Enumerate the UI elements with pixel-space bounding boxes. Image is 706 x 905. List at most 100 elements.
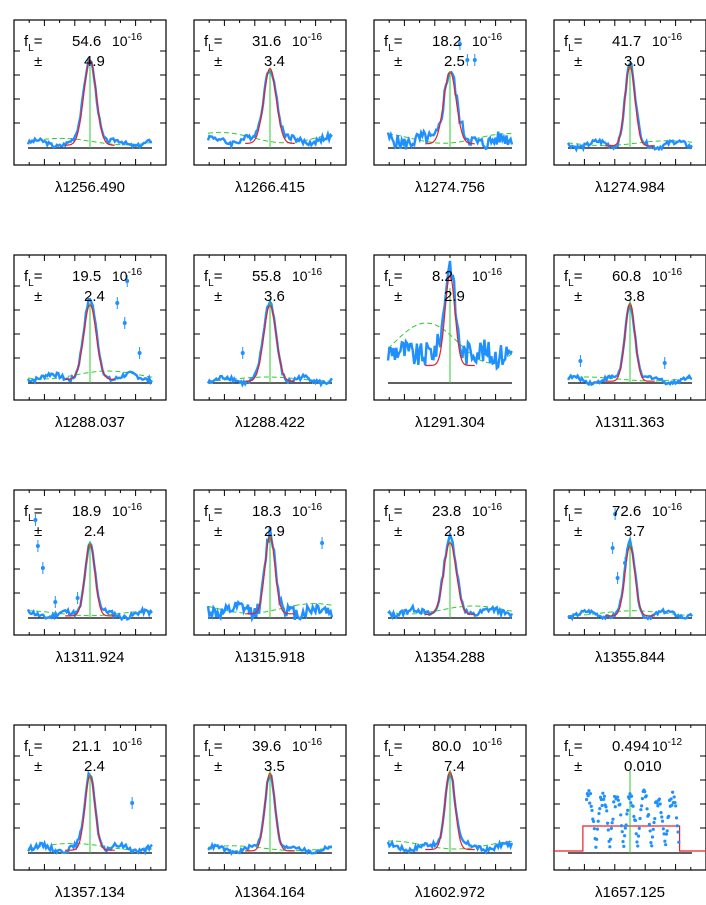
flux-error: 3.5 xyxy=(264,758,285,775)
data-point xyxy=(645,807,649,811)
plus-minus-sign: ± xyxy=(394,523,402,540)
data-point xyxy=(585,797,589,802)
flux-value: 8.2 xyxy=(432,268,453,285)
flux-error: 3.0 xyxy=(624,53,645,70)
data-point xyxy=(597,811,601,816)
data-point xyxy=(611,817,615,821)
plus-minus-sign: ± xyxy=(394,758,402,775)
outlier-point xyxy=(137,351,142,355)
outlier-point xyxy=(35,544,40,548)
flux-exponent: 10-16 xyxy=(292,502,322,519)
data-point xyxy=(587,789,591,793)
flux-exponent: 10-16 xyxy=(472,267,502,284)
flux-value: 54.6 xyxy=(72,33,101,50)
outlier-point xyxy=(472,58,477,62)
data-point xyxy=(609,837,613,841)
flux-error: 2.4 xyxy=(84,288,105,305)
flux-label: fL= xyxy=(204,738,223,759)
flux-exponent: 10-16 xyxy=(652,502,682,519)
line-panel-7: fL= 60.8 10-16 ± 3.8 λ1311.363 xyxy=(553,254,706,431)
data-point xyxy=(636,844,640,848)
observed-spectrum xyxy=(26,297,153,386)
data-point xyxy=(674,816,679,820)
plus-minus-sign: ± xyxy=(214,758,222,775)
flux-label: fL= xyxy=(564,268,583,289)
wavelength-label: λ1274.756 xyxy=(415,179,485,196)
plus-minus-sign: ± xyxy=(34,758,42,775)
continuum-fit xyxy=(207,603,333,614)
flux-value: 23.8 xyxy=(432,503,461,520)
data-point xyxy=(667,814,671,818)
data-point xyxy=(656,804,660,808)
wavelength-label: λ1256.490 xyxy=(55,179,125,196)
line-panel-8: fL= 18.9 10-16 ± 2.4 λ1311.924 xyxy=(13,489,167,666)
outlier-point xyxy=(130,801,135,805)
flux-value: 80.0 xyxy=(432,738,461,755)
outlier-point xyxy=(40,566,45,570)
line-panel-14: fL= 80.0 10-16 ± 7.4 λ1602.972 xyxy=(373,724,527,901)
line-panel-11: fL= 72.6 10-16 ± 3.7 λ1355.844 xyxy=(553,489,706,666)
flux-error: 4.9 xyxy=(84,53,105,70)
data-point xyxy=(672,795,676,799)
observed-spectrum xyxy=(567,535,694,622)
plus-minus-sign: ± xyxy=(574,53,582,70)
data-point xyxy=(621,839,625,844)
flux-exponent: 10-16 xyxy=(112,32,142,49)
flux-value: 41.7 xyxy=(612,33,641,50)
continuum-fit xyxy=(27,137,153,146)
plus-minus-sign: ± xyxy=(34,288,42,305)
plus-minus-sign: ± xyxy=(214,53,222,70)
data-point xyxy=(631,804,635,808)
outlier-point xyxy=(115,301,120,305)
wavelength-label: λ1266.415 xyxy=(235,179,305,196)
data-point xyxy=(650,844,654,848)
plus-minus-sign: ± xyxy=(214,288,222,305)
gaussian-fit xyxy=(425,274,475,367)
data-point xyxy=(664,832,669,836)
outlier-point xyxy=(578,359,583,363)
outlier-point xyxy=(125,279,130,283)
continuum-fit xyxy=(387,133,513,144)
data-point xyxy=(639,808,643,812)
flux-value: 72.6 xyxy=(612,503,641,520)
data-point xyxy=(588,801,592,805)
data-point xyxy=(604,805,608,809)
outlier-point xyxy=(662,361,667,365)
data-point xyxy=(655,801,659,805)
flux-error: 2.4 xyxy=(84,523,105,540)
data-point xyxy=(602,797,606,801)
data-point xyxy=(647,813,651,817)
data-point xyxy=(616,798,620,802)
data-point xyxy=(674,804,678,808)
data-point xyxy=(627,796,631,800)
line-panel-9: fL= 18.3 10-16 ± 2.9 λ1315.918 xyxy=(193,489,347,666)
plus-minus-sign: ± xyxy=(394,53,402,70)
wavelength-label: λ1291.304 xyxy=(415,414,485,431)
flux-error: 2.9 xyxy=(444,288,465,305)
data-point xyxy=(623,826,627,830)
flux-value: 31.6 xyxy=(252,33,281,50)
flux-label: fL= xyxy=(564,33,583,54)
data-point xyxy=(659,810,663,815)
outlier-point xyxy=(457,42,462,46)
line-panel-12: fL= 21.1 10-16 ± 2.4 λ1357.134 xyxy=(13,724,167,901)
flux-label: fL= xyxy=(24,33,43,54)
data-point xyxy=(595,827,600,831)
data-point xyxy=(653,816,657,821)
line-panel-6: fL= 8.2 10-16 ± 2.9 λ1291.304 xyxy=(373,254,527,431)
wavelength-label: λ1364.164 xyxy=(235,884,305,901)
line-panel-2: fL= 18.2 10-16 ± 2.5 λ1274.756 xyxy=(373,19,527,196)
wavelength-label: λ1315.918 xyxy=(235,649,305,666)
data-point xyxy=(658,802,662,806)
data-point xyxy=(638,816,642,821)
outlier-point xyxy=(610,546,615,550)
flux-value: 55.8 xyxy=(252,268,281,285)
flux-error: 2.5 xyxy=(444,53,465,70)
outlier-point xyxy=(75,596,80,600)
flux-value: 18.2 xyxy=(432,33,461,50)
data-point xyxy=(590,808,594,813)
flux-exponent: 10-16 xyxy=(112,267,142,284)
data-point xyxy=(635,840,639,844)
data-point xyxy=(673,800,677,805)
